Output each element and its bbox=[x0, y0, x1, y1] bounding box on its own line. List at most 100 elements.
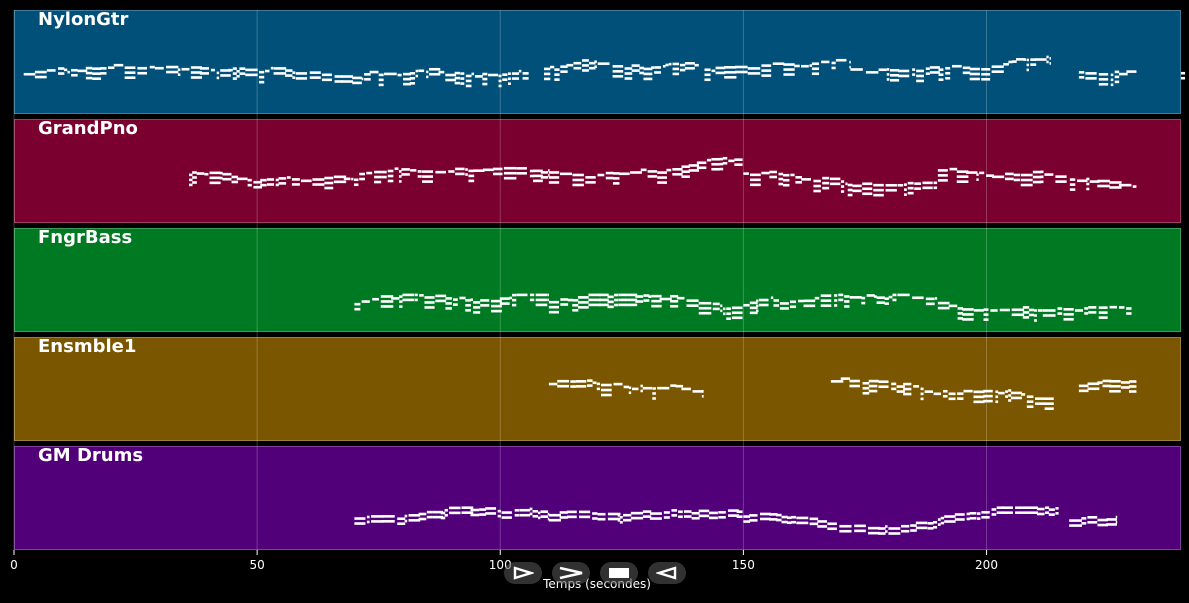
note bbox=[643, 294, 650, 297]
note bbox=[983, 394, 993, 398]
note bbox=[1046, 55, 1049, 59]
note bbox=[607, 305, 614, 309]
note bbox=[854, 529, 866, 533]
note bbox=[876, 379, 879, 383]
note bbox=[796, 521, 809, 525]
note bbox=[366, 515, 370, 519]
note bbox=[410, 169, 417, 172]
note bbox=[1025, 511, 1038, 514]
note bbox=[1109, 181, 1122, 184]
note bbox=[577, 306, 589, 309]
note bbox=[809, 517, 819, 521]
note bbox=[761, 69, 772, 72]
note bbox=[547, 293, 549, 297]
note bbox=[623, 385, 630, 389]
note bbox=[381, 520, 395, 523]
note bbox=[1057, 312, 1063, 315]
note bbox=[380, 295, 394, 298]
note bbox=[651, 304, 662, 308]
note bbox=[291, 178, 300, 181]
note bbox=[1013, 178, 1021, 182]
track-notes bbox=[548, 377, 1137, 410]
track-label: FngrBass bbox=[38, 227, 133, 248]
note bbox=[704, 68, 711, 72]
note bbox=[723, 307, 726, 311]
note bbox=[957, 392, 964, 395]
note bbox=[820, 304, 832, 307]
note bbox=[461, 511, 474, 514]
note bbox=[444, 508, 448, 512]
note bbox=[617, 519, 620, 522]
note bbox=[499, 302, 510, 305]
note bbox=[1109, 384, 1121, 388]
stop-button[interactable] bbox=[600, 562, 638, 584]
note bbox=[676, 296, 685, 300]
note bbox=[488, 73, 499, 77]
note bbox=[973, 309, 984, 312]
note bbox=[231, 175, 239, 179]
note bbox=[649, 512, 662, 515]
note bbox=[295, 72, 308, 75]
note bbox=[85, 71, 93, 75]
piano-roll-canvas bbox=[13, 10, 1186, 555]
note bbox=[876, 296, 885, 299]
note bbox=[1026, 58, 1029, 62]
note bbox=[862, 187, 873, 191]
note bbox=[720, 304, 723, 308]
note bbox=[903, 382, 912, 386]
note bbox=[981, 511, 990, 514]
note bbox=[876, 301, 885, 304]
note bbox=[996, 511, 1005, 514]
note bbox=[681, 170, 690, 173]
note bbox=[886, 73, 890, 76]
note bbox=[862, 182, 873, 186]
note bbox=[199, 72, 209, 75]
note bbox=[418, 512, 427, 516]
note bbox=[1022, 316, 1030, 319]
note bbox=[529, 293, 535, 297]
note bbox=[587, 379, 593, 382]
note bbox=[663, 516, 670, 519]
note bbox=[619, 520, 623, 524]
note bbox=[657, 176, 667, 179]
note bbox=[1032, 180, 1042, 184]
note bbox=[266, 178, 275, 181]
note bbox=[868, 531, 881, 535]
note bbox=[554, 68, 560, 71]
note bbox=[969, 77, 980, 81]
note bbox=[582, 69, 589, 72]
note bbox=[470, 513, 480, 517]
note bbox=[64, 68, 68, 72]
note bbox=[790, 173, 795, 177]
note bbox=[177, 68, 181, 72]
note bbox=[1114, 75, 1120, 79]
play-button[interactable] bbox=[504, 562, 542, 584]
note bbox=[722, 161, 728, 165]
note bbox=[631, 387, 639, 391]
note bbox=[588, 293, 601, 297]
note bbox=[1089, 180, 1100, 183]
note bbox=[724, 66, 737, 69]
note bbox=[352, 81, 362, 85]
note bbox=[557, 384, 570, 388]
rewind-button[interactable] bbox=[648, 562, 686, 584]
fast-forward-button[interactable] bbox=[552, 562, 590, 584]
note bbox=[465, 79, 472, 83]
note bbox=[692, 390, 704, 393]
note bbox=[681, 175, 690, 178]
note bbox=[1084, 312, 1089, 315]
note bbox=[548, 382, 558, 386]
note bbox=[623, 518, 632, 522]
note bbox=[1109, 186, 1122, 189]
note bbox=[1087, 382, 1100, 386]
note bbox=[397, 517, 406, 521]
note bbox=[46, 69, 56, 72]
note bbox=[445, 297, 452, 300]
note bbox=[435, 299, 447, 303]
note bbox=[273, 72, 287, 75]
note bbox=[981, 67, 991, 71]
note bbox=[965, 171, 978, 174]
note bbox=[1120, 386, 1130, 389]
note bbox=[1078, 76, 1085, 79]
note bbox=[468, 179, 475, 183]
